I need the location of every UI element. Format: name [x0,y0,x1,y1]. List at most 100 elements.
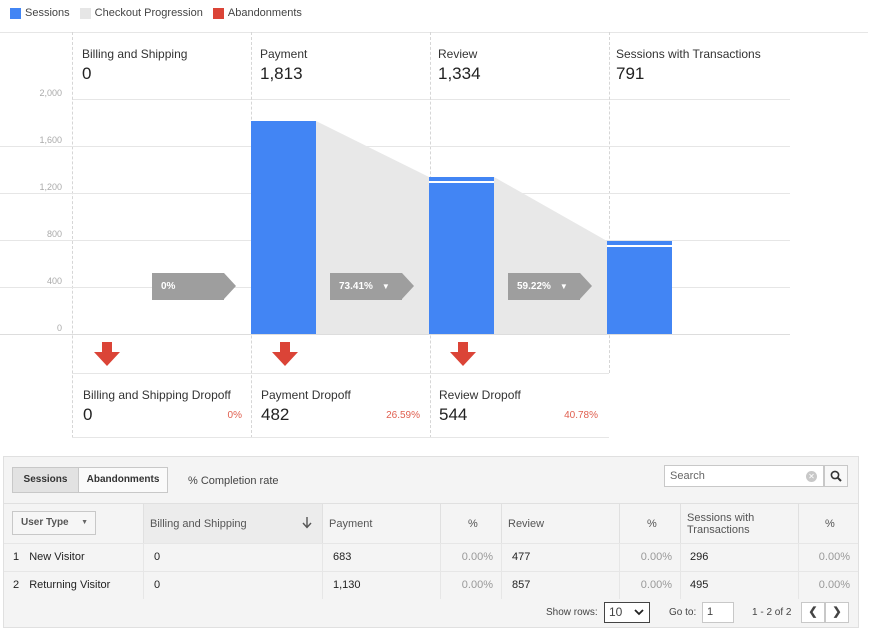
sessions-bar[interactable] [251,121,316,334]
chart-legend: Sessions Checkout Progression Abandonmen… [10,6,312,20]
legend-label: Sessions [25,7,70,19]
cell-billing: 0 [144,572,323,599]
pagination-bar: Show rows: 10 Go to: 1 1 - 2 of 2 ❮ ❯ [4,599,858,627]
column-label: % [647,518,657,530]
search-button[interactable] [824,465,848,487]
search-input[interactable]: Search ✕ [664,465,824,487]
cell-billing: 0 [144,544,323,571]
y-tick-label: 800 [46,229,62,239]
dropoff-percent: 26.59% [386,410,420,421]
row-number: 2 [13,579,20,591]
cell-payment: 683 [323,544,441,571]
step-value: 1,813 [260,64,303,83]
progression-area [494,177,607,334]
progression-rate-2[interactable]: 59.22% ▼ [508,273,592,300]
progression-rate-label: 59.22% [517,281,551,292]
abandonment-arrow-icon[interactable] [450,342,476,366]
dropoff-name[interactable]: Billing and Shipping Dropoff [83,388,231,402]
column-label: Billing and Shipping [150,518,247,530]
completion-rate-toggle[interactable]: % Completion rate [188,475,279,487]
goto-label: Go to: [669,607,697,618]
cell-transactions: 495 [681,572,799,599]
step-name[interactable]: Billing and Shipping [82,47,188,61]
legend-abandonments[interactable]: Abandonments [212,7,302,19]
cell-review-percent: 0.00% [620,544,681,571]
dimension-select[interactable]: User Type ▼ [12,511,96,535]
sort-arrow-down-icon [302,517,312,529]
chevron-left-icon: ❮ [808,606,818,618]
column-label: % [825,518,835,530]
step-name[interactable]: Sessions with Transactions [616,47,761,61]
step-value: 1,334 [438,64,481,83]
clear-icon[interactable]: ✕ [806,471,817,482]
column-label: Review [508,518,545,530]
next-page-button[interactable]: ❯ [825,602,849,623]
abandonment-arrow-icon[interactable] [94,342,120,366]
progression-marker [429,181,494,183]
cell-transactions: 296 [681,544,799,571]
legend-sessions[interactable]: Sessions [10,7,70,19]
tab-sessions[interactable]: Sessions [13,468,79,492]
progression-marker [607,245,672,247]
progression-rate-label: 73.41% [339,281,373,292]
cell-transactions-percent: 0.00% [818,551,850,563]
row-label-cell: 2 Returning Visitor [4,572,144,599]
row-user-type[interactable]: Returning Visitor [29,579,111,591]
row-number: 1 [13,551,20,563]
step-value: 791 [616,64,645,83]
column-label: % [468,518,478,530]
progression-area [316,121,429,334]
header-review[interactable]: Review [502,504,620,543]
table-row: 1 New Visitor 0 683 0.00% 477 0.00% 296 … [4,543,858,571]
legend-swatch-abandonments [212,7,224,19]
divider [72,99,790,100]
abandonment-arrow-icon[interactable] [272,342,298,366]
tab-abandonments[interactable]: Abandonments [79,468,167,492]
step-name[interactable]: Review [438,47,478,61]
step-value: 0 [82,64,92,83]
divider [609,32,610,373]
legend-swatch-sessions [10,7,21,19]
progression-rate-1[interactable]: 73.41% ▼ [330,273,414,300]
row-label-cell: 1 New Visitor [4,544,144,571]
cell-payment: 1,130 [323,572,441,599]
cell-review: 477 [502,544,620,571]
cell-review-percent: 0.00% [620,572,681,599]
chevron-down-icon: ▼ [81,519,88,526]
rows-per-page-select[interactable]: 10 [604,602,650,623]
header-transactions-percent[interactable]: % [799,504,858,543]
header-payment-percent[interactable]: % [441,504,502,543]
previous-page-button[interactable]: ❮ [801,602,825,623]
metric-toggle: Sessions Abandonments [12,467,168,493]
header-billing-and-shipping[interactable]: Billing and Shipping [144,504,323,543]
legend-checkout-progression[interactable]: Checkout Progression [79,7,203,19]
goto-page-input[interactable]: 1 [702,602,734,623]
goto-page-value: 1 [707,606,714,618]
caret-down-icon: ▼ [381,282,390,291]
header-review-percent[interactable]: % [620,504,681,543]
dropoff-name[interactable]: Payment Dropoff [261,388,351,402]
dropoff-value: 544 [439,405,468,424]
progression-rate-label: 0% [161,281,176,292]
cell-payment-percent: 0.00% [441,572,502,599]
progression-rate-0[interactable]: 0% [152,273,236,300]
header-sessions-with-transactions[interactable]: Sessions with Transactions [681,504,799,543]
legend-swatch-progression [79,7,91,19]
header-payment[interactable]: Payment [323,504,441,543]
y-tick-label: 0 [56,323,62,333]
gridline [0,146,790,147]
cell-review: 857 [502,572,620,599]
data-table: User Type ▼ Billing and Shipping Payment… [4,503,858,599]
dropoff-name[interactable]: Review Dropoff [439,388,521,402]
sessions-bar[interactable] [607,241,672,334]
step-name[interactable]: Payment [260,47,308,61]
search-placeholder: Search [670,470,705,482]
table-row: 2 Returning Visitor 0 1,130 0.00% 857 0.… [4,571,858,599]
sessions-bar[interactable] [429,177,494,334]
chevron-down-icon [634,609,644,616]
row-user-type[interactable]: New Visitor [29,551,85,563]
cell-transactions-percent: 0.00% [818,579,850,591]
page-range: 1 - 2 of 2 [752,607,792,618]
y-tick-label: 1,600 [39,135,62,145]
y-tick-label: 2,000 [39,88,62,98]
